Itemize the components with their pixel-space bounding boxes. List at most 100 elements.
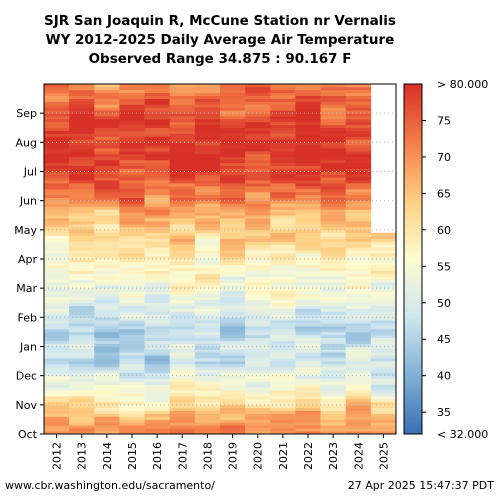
heat-cell (345, 130, 372, 134)
heat-cell (119, 413, 145, 417)
heat-cell (169, 165, 196, 169)
heat-cell (270, 133, 296, 137)
heat-cell (370, 247, 397, 251)
heat-cell (194, 396, 221, 400)
heat-cell (220, 422, 246, 426)
heat-cell (169, 317, 196, 321)
heat-cell (69, 209, 95, 213)
heat-cell (194, 84, 221, 88)
heat-cell (295, 253, 321, 257)
heat-cell (245, 200, 271, 204)
heat-cell (220, 145, 246, 149)
heat-cell (144, 130, 171, 134)
heat-cell (94, 273, 120, 277)
heat-cell (245, 291, 271, 295)
heat-cell (370, 291, 397, 295)
heat-cell (295, 107, 321, 111)
x-tick-label: 2023 (327, 442, 340, 470)
heat-cell (295, 136, 321, 140)
heat-cell (220, 346, 246, 350)
heat-cell (69, 352, 95, 356)
heat-cell (295, 86, 321, 91)
heat-cell (245, 401, 271, 406)
heat-cell (169, 404, 196, 409)
heat-cell (44, 399, 70, 403)
heat-cell (119, 84, 145, 88)
heat-cell (119, 224, 145, 228)
heat-cell (270, 203, 296, 207)
heat-cell (69, 407, 95, 411)
heat-cell (119, 308, 145, 312)
heat-cell (119, 352, 145, 356)
heat-cell (69, 288, 95, 292)
heat-cell (69, 148, 95, 152)
heat-cell (220, 142, 246, 146)
heat-cell (119, 244, 145, 248)
heat-cell (69, 221, 95, 225)
heat-cell (220, 95, 246, 99)
heat-cell (194, 308, 221, 312)
heat-cell (345, 212, 372, 216)
heat-cell (94, 84, 120, 88)
heat-cell (220, 124, 246, 129)
heat-cell (69, 305, 95, 309)
heat-cell (94, 89, 120, 94)
heat-cell (194, 393, 221, 397)
heat-cell (169, 296, 196, 301)
heat-cell (94, 294, 120, 298)
heat-cell (144, 244, 171, 248)
heat-cell (320, 384, 347, 388)
heat-cell (69, 232, 95, 236)
heat-cell (245, 151, 271, 155)
heat-cell (220, 241, 246, 245)
heat-cell (270, 317, 296, 321)
heat-cell (194, 121, 221, 126)
heat-cell (320, 299, 347, 304)
heat-cell (245, 334, 271, 339)
heat-cell (320, 133, 347, 137)
heat-cell (270, 346, 296, 350)
heat-cell (169, 358, 196, 362)
heat-cell (144, 285, 171, 289)
heat-cell (144, 124, 171, 129)
heat-cell (345, 139, 372, 143)
heat-cell (220, 197, 246, 201)
heat-cell (119, 396, 145, 400)
heat-cell (144, 203, 171, 207)
heat-cell (94, 104, 120, 108)
heat-cell (295, 361, 321, 365)
heat-cell (44, 393, 70, 397)
heat-cell (270, 139, 296, 143)
heat-cell (320, 259, 347, 263)
heat-cell (320, 89, 347, 94)
heat-cell (169, 124, 196, 129)
heat-cell (44, 299, 70, 304)
heat-cell (370, 311, 397, 315)
heat-cell (370, 431, 397, 435)
heat-cell (144, 229, 171, 234)
heat-cell (144, 136, 171, 140)
heat-cell (345, 232, 372, 236)
heat-cell (119, 209, 145, 213)
heat-cell (295, 390, 321, 394)
heat-cell (345, 200, 372, 204)
heat-cell (194, 241, 221, 245)
heat-cell (119, 331, 145, 336)
heat-cell (320, 154, 347, 158)
heat-cell (220, 165, 246, 169)
heat-cell (144, 279, 171, 283)
heat-cell (295, 337, 321, 341)
heat-cell (270, 285, 296, 289)
heat-cell (94, 387, 120, 391)
heat-cell (295, 229, 321, 234)
heat-cell (169, 229, 196, 234)
heat-cell (94, 92, 120, 96)
heat-cell (345, 186, 372, 190)
heat-cell (270, 145, 296, 149)
title-line-2: WY 2012-2025 Daily Average Air Temperatu… (46, 32, 395, 48)
heat-cell (94, 259, 120, 263)
heat-cell (69, 387, 95, 391)
heat-cell (220, 381, 246, 385)
heat-cell (320, 323, 347, 327)
